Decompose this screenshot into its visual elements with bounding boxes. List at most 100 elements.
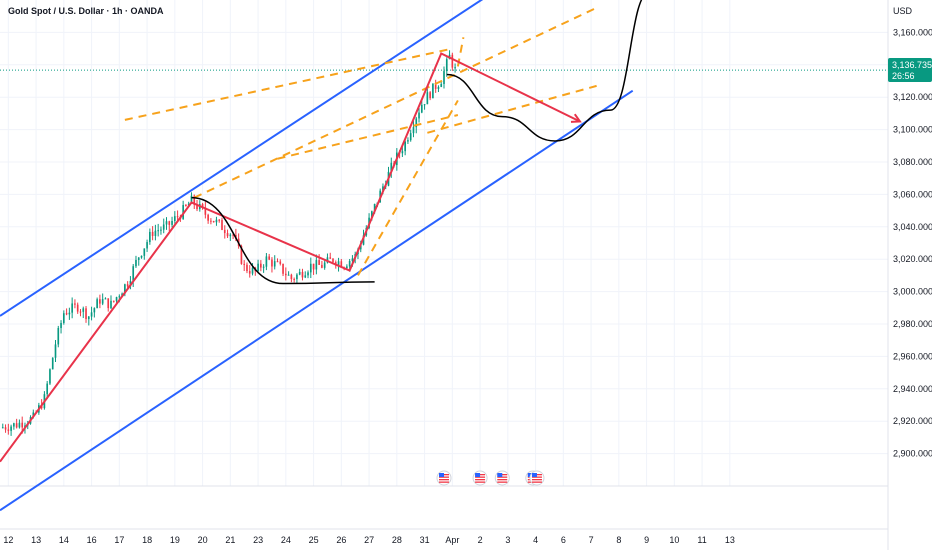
- y-tick-label: 2,960.000: [893, 351, 932, 361]
- candle-body: [401, 151, 404, 154]
- candle-body: [346, 266, 348, 269]
- dashed-trendline: [357, 99, 459, 276]
- x-tick-label: 16: [87, 535, 97, 545]
- candle-body: [160, 229, 162, 231]
- y-tick-label: 2,900.000: [893, 449, 932, 459]
- price-axis: 2,900.000 2,920.000 2,940.000 2,960.000 2,98…: [893, 27, 932, 458]
- candle-body: [49, 369, 51, 384]
- flag-stripe: [531, 479, 542, 481]
- candle-body: [18, 422, 21, 428]
- x-tick-label: 23: [253, 535, 263, 545]
- candle-body: [65, 313, 68, 315]
- candle-body: [223, 229, 226, 234]
- candle-body: [373, 204, 376, 212]
- dashed-trendline: [193, 5, 600, 199]
- candle-body: [407, 140, 409, 142]
- dashed-trendline: [277, 114, 459, 160]
- candle-body: [21, 422, 24, 428]
- x-tick-label: 27: [364, 535, 374, 545]
- candle-body: [99, 299, 101, 304]
- time-axis: 12 13 14 16 17 18 19 20 21 23 24 25 26 27 28 31 Apr 2 3 4 6 7…: [3, 535, 735, 545]
- x-tick-label: 13: [725, 535, 735, 545]
- candle-body: [93, 308, 96, 313]
- candle-body: [423, 104, 426, 106]
- candle-body: [190, 195, 193, 204]
- candle-body: [371, 211, 373, 218]
- candle-body: [79, 311, 82, 313]
- candle-body: [279, 261, 282, 264]
- candle-body: [284, 273, 287, 276]
- candle-body: [282, 263, 284, 274]
- x-tick-label: 17: [114, 535, 124, 545]
- candle-body: [87, 316, 90, 320]
- x-tick-label: 2: [478, 535, 483, 545]
- candle-body: [68, 312, 71, 315]
- flag-stripe: [497, 476, 508, 478]
- flag-stripe: [439, 479, 449, 481]
- candle-body: [132, 266, 135, 281]
- y-tick-label: 3,120.000: [893, 92, 932, 102]
- candle-body: [451, 54, 454, 68]
- x-tick-label: 28: [392, 535, 402, 545]
- candle-body: [429, 92, 431, 99]
- candle-body: [240, 246, 243, 264]
- candle-body: [268, 256, 271, 260]
- candle-body: [218, 219, 221, 221]
- zigzag-arrow-head: [570, 113, 582, 123]
- candle-body: [165, 221, 168, 225]
- candle-body: [298, 271, 301, 275]
- candle-body: [149, 231, 151, 243]
- candle-body: [176, 216, 179, 218]
- flag-stripe: [439, 481, 449, 483]
- last-price-badge-bg: [888, 58, 932, 82]
- currency-label: USD: [893, 6, 913, 16]
- candle-body: [432, 83, 434, 99]
- candle-body: [293, 279, 295, 281]
- candle-body: [382, 186, 384, 191]
- candle-body: [265, 256, 268, 267]
- candle-body: [409, 133, 412, 141]
- candle-body: [287, 274, 290, 276]
- candle-body: [46, 383, 49, 395]
- flag-stripe: [475, 479, 486, 481]
- candle-body: [146, 242, 148, 249]
- candle-body: [437, 86, 440, 89]
- candle-body: [115, 297, 118, 301]
- chart-title: Gold Spot / U.S. Dollar · 1h · OANDA: [8, 6, 164, 16]
- y-tick-label: 3,040.000: [893, 222, 932, 232]
- candle-body: [201, 204, 204, 208]
- candle-body: [90, 312, 93, 317]
- candle-body: [162, 224, 165, 230]
- candle-body: [296, 274, 298, 280]
- candle-body: [321, 264, 323, 268]
- flag-stripe: [531, 476, 542, 478]
- flag-stripe: [475, 481, 486, 483]
- candle-body: [340, 261, 343, 268]
- candle-body: [151, 231, 154, 236]
- economic-events: [436, 470, 545, 486]
- candle-body: [110, 300, 112, 309]
- candle-body: [168, 221, 171, 225]
- candle-body: [260, 263, 262, 268]
- x-tick-label: 24: [281, 535, 291, 545]
- candle-body: [323, 262, 326, 268]
- dashed-trendline: [427, 84, 597, 134]
- x-tick-label: 18: [142, 535, 152, 545]
- candle-body: [196, 204, 198, 210]
- candle-body: [112, 300, 115, 302]
- x-tick-label: 6: [561, 535, 566, 545]
- flag-canton: [439, 473, 444, 477]
- flag-stripe: [497, 481, 508, 483]
- us-flag-icon: [529, 470, 545, 486]
- candle-body: [107, 298, 110, 309]
- candle-body: [4, 427, 7, 430]
- candle-body: [329, 257, 332, 259]
- flag-canton: [497, 473, 503, 477]
- flag-canton: [531, 473, 537, 477]
- candle-body: [221, 220, 223, 230]
- x-tick-label: 9: [644, 535, 649, 545]
- candle-body: [85, 308, 87, 320]
- candle-body: [248, 271, 251, 274]
- candle-body: [404, 141, 406, 152]
